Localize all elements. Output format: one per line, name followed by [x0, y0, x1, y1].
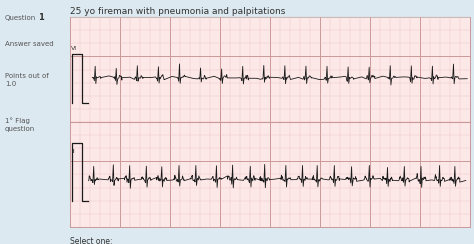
Text: VI: VI [71, 46, 77, 51]
Text: 1° Flag
question: 1° Flag question [5, 117, 35, 132]
Text: 25 yo fireman with pneumonia and palpitations: 25 yo fireman with pneumonia and palpita… [70, 7, 285, 16]
Text: Select one:: Select one: [70, 237, 112, 244]
Text: II: II [71, 149, 75, 154]
Text: Points out of
1.0: Points out of 1.0 [5, 73, 49, 87]
Text: Question: Question [5, 15, 36, 21]
FancyBboxPatch shape [70, 17, 470, 227]
Text: Answer saved: Answer saved [5, 41, 54, 48]
Text: 1: 1 [38, 13, 44, 22]
